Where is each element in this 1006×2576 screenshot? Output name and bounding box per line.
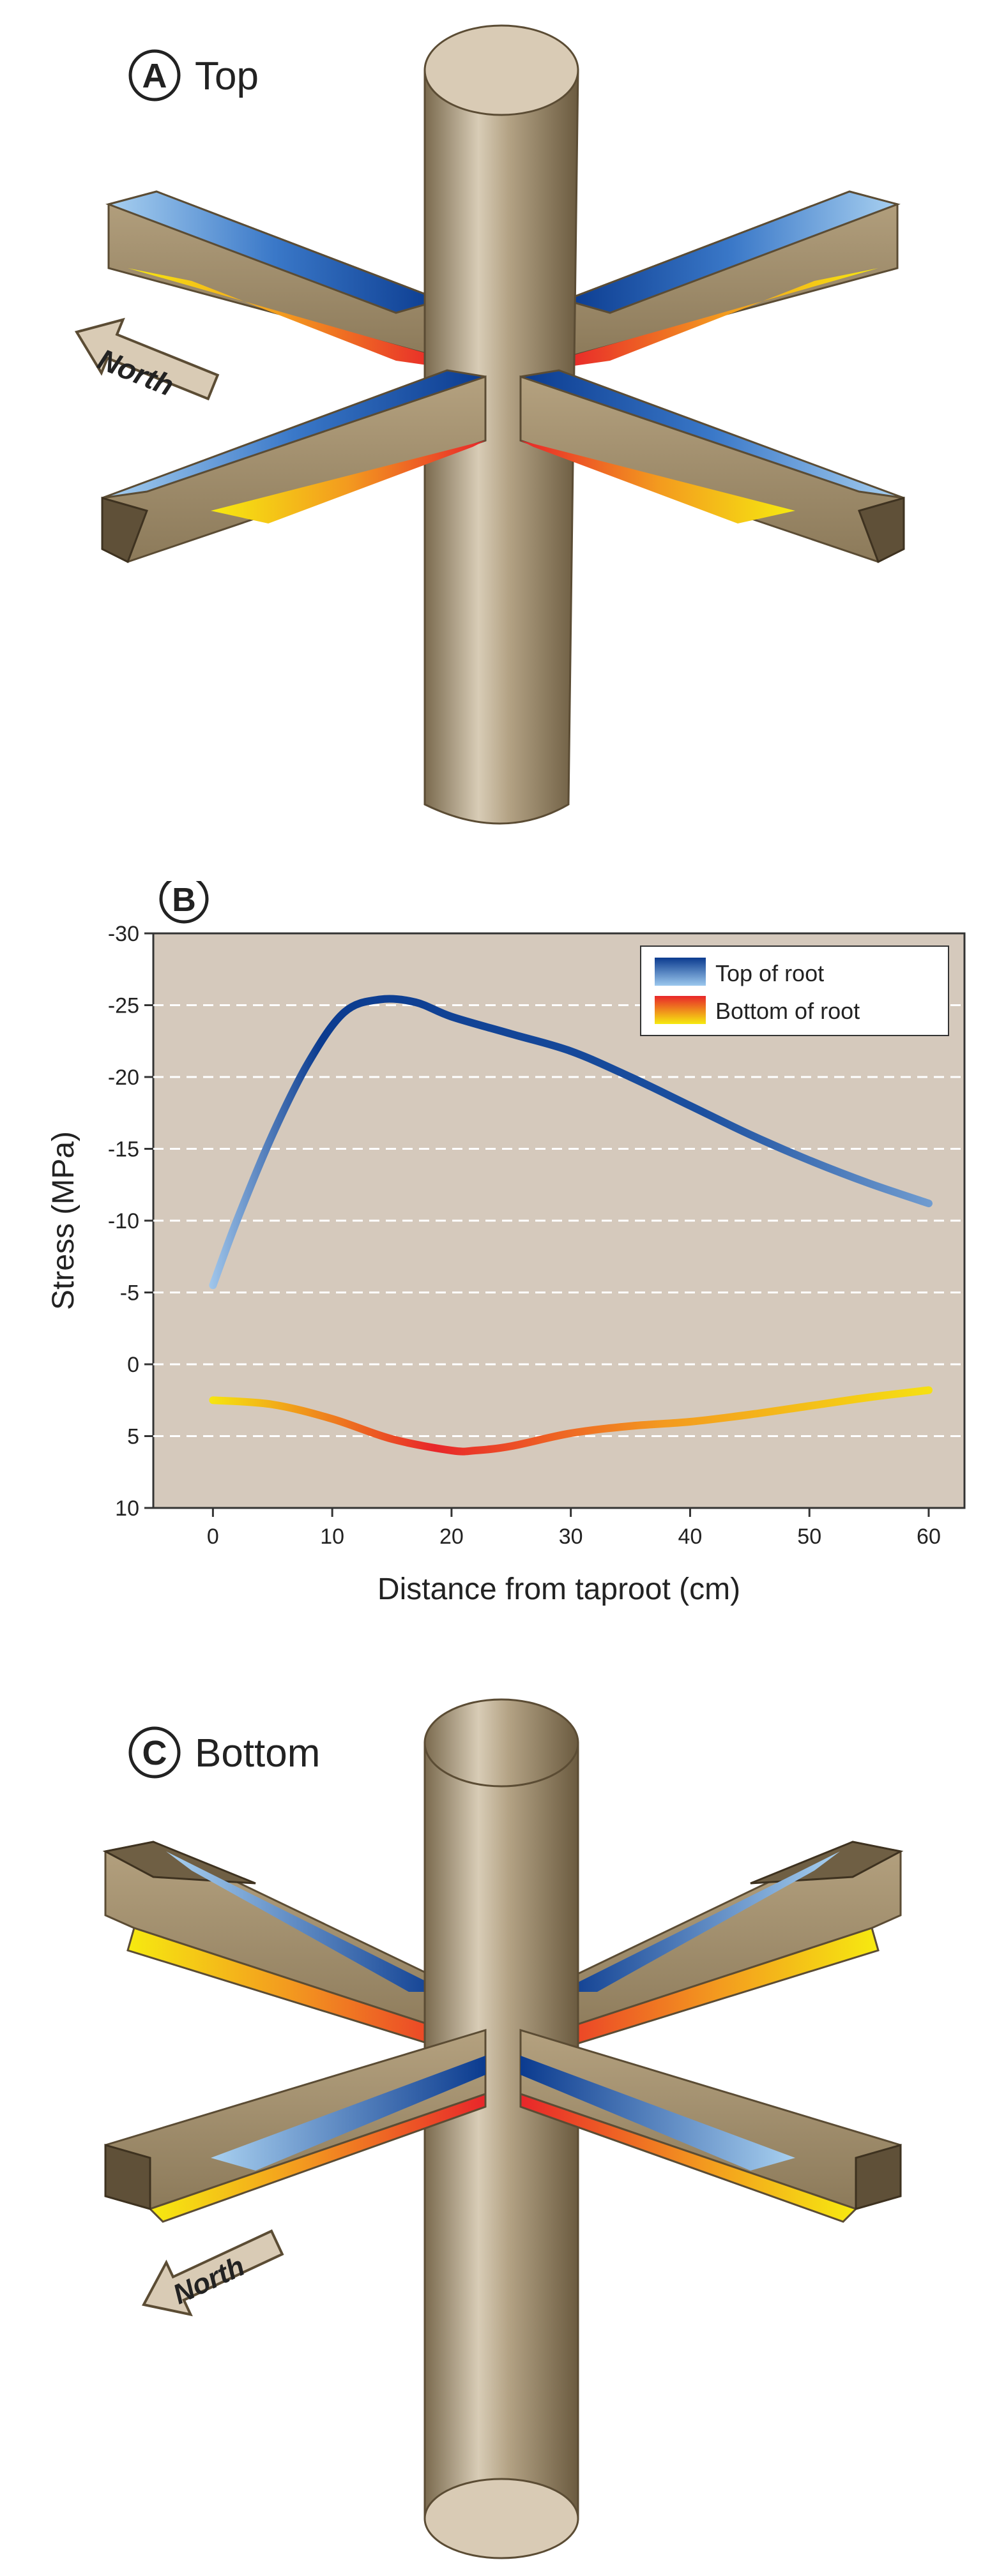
- legend-swatch-top: [655, 958, 706, 986]
- x-tick-label: 40: [678, 1525, 703, 1549]
- x-tick-label: 60: [917, 1525, 941, 1549]
- panel-b-stress-chart: B -30 -25 -20 -15 -10 -5 0 5 10 0 10 20 30 40 50 60 St…: [0, 874, 1006, 1634]
- taproot-trunk: [423, 24, 579, 825]
- legend: Top of root Bottom of root: [640, 945, 949, 1036]
- y-tick-label: 0: [127, 1353, 139, 1377]
- panel-c-diagram: C Bottom North: [102, 1698, 904, 2559]
- north-arrow: [74, 317, 220, 401]
- stress-chart: B -30 -25 -20 -15 -10 -5 0 5 10 0 10 20 30 40 50 60 St…: [47, 874, 966, 1606]
- x-tick-label: 0: [207, 1525, 219, 1549]
- x-tick-label: 30: [559, 1525, 583, 1549]
- panel-a-title: Top: [195, 54, 259, 98]
- root-beam-lower-left: [104, 2028, 487, 2223]
- series-line-top-of-root: [209, 995, 933, 1290]
- panel-c-bottom-view: C Bottom North: [0, 1634, 1006, 2573]
- legend-swatch-bottom: [655, 996, 706, 1024]
- y-tick-label: 5: [127, 1425, 139, 1449]
- root-beam-upper-right: [519, 1841, 904, 2051]
- y-tick-label: -30: [108, 922, 139, 946]
- root-beam-upper-left: [102, 1841, 487, 2051]
- panel-a-diagram: A Top North: [74, 24, 905, 825]
- panel-a-letter-circle: [128, 49, 181, 102]
- taproot-trunk: [423, 1698, 579, 2559]
- root-beam-upper-right: [562, 190, 901, 367]
- y-tick-label: -10: [108, 1209, 139, 1233]
- panel-a-letter: A: [142, 57, 167, 95]
- root-beam-lower-right: [519, 2028, 902, 2223]
- series-lines: [209, 995, 933, 1456]
- x-axis-label: Distance from taproot (cm): [377, 1572, 740, 1606]
- y-axis-ticks: -30 -25 -20 -15 -10 -5 0 5 10: [108, 922, 153, 1521]
- north-arrow: [141, 2229, 284, 2317]
- root-beam-upper-left: [105, 190, 444, 367]
- panel-a-top-view: A Top North: [0, 0, 1006, 881]
- y-tick-label: -25: [108, 994, 139, 1018]
- panel-c-title: Bottom: [195, 1731, 320, 1775]
- y-tick-label: -20: [108, 1066, 139, 1090]
- y-tick-label: -5: [120, 1281, 139, 1306]
- x-tick-label: 50: [797, 1525, 821, 1549]
- y-tick-label: 10: [115, 1496, 139, 1521]
- y-axis-label: Stress (MPa): [47, 1131, 80, 1310]
- x-tick-label: 20: [439, 1525, 464, 1549]
- panel-b-letter: B: [172, 882, 196, 919]
- root-beam-lower-right: [519, 369, 905, 564]
- x-tick-label: 10: [320, 1525, 344, 1549]
- y-tick-label: -15: [108, 1138, 139, 1162]
- panel-c-letter: C: [142, 1734, 167, 1772]
- x-axis-ticks: 0 10 20 30 40 50 60: [207, 1508, 941, 1549]
- series-line-bottom-of-root: [209, 1386, 933, 1456]
- legend-label-bottom: Bottom of root: [715, 998, 860, 1024]
- root-beam-lower-left: [101, 369, 487, 564]
- legend-label-top: Top of root: [715, 960, 824, 986]
- panel-c-letter-circle: [128, 1726, 181, 1779]
